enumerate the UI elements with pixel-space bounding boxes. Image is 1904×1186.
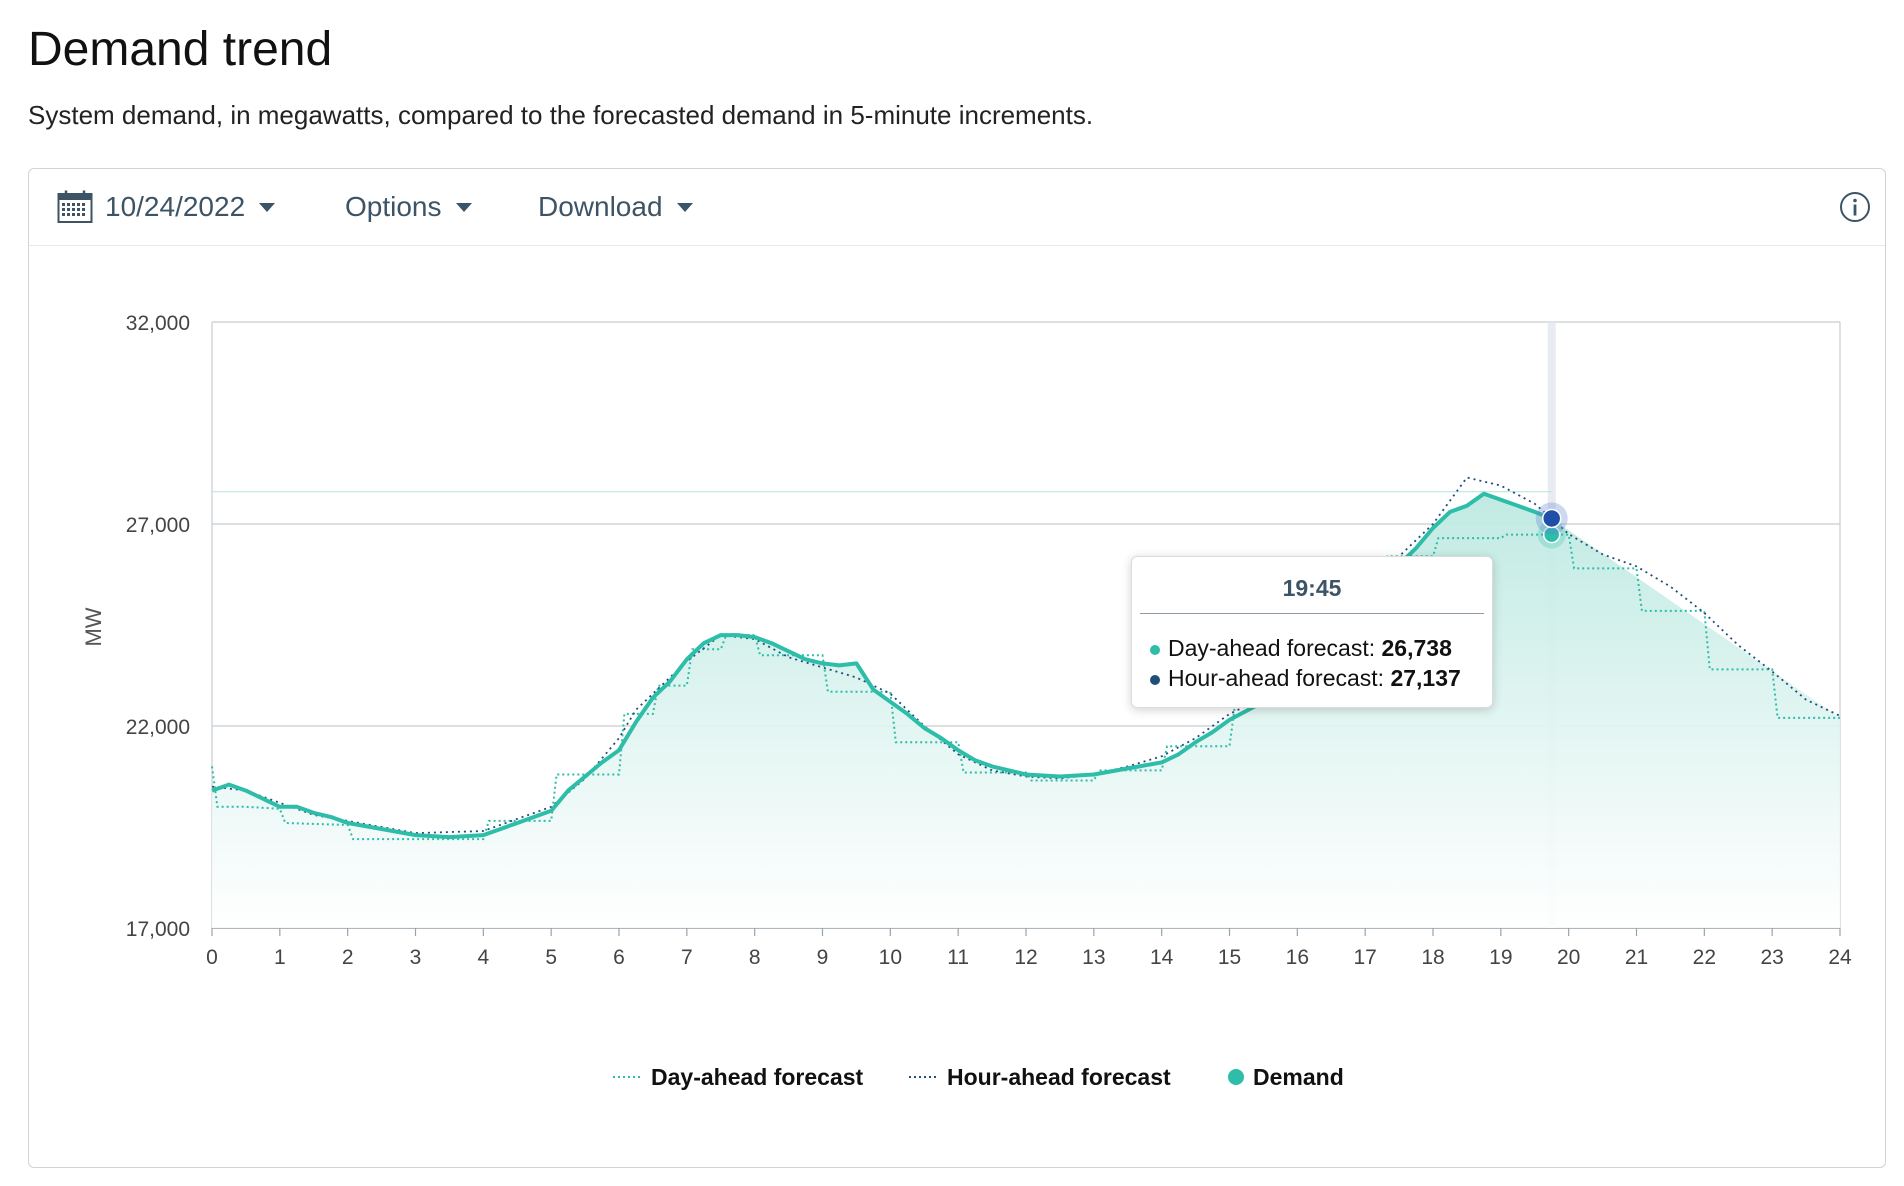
x-tick-label: 13	[1082, 946, 1105, 969]
y-tick-label: 22,000	[126, 716, 190, 739]
tooltip-divider	[1140, 613, 1484, 614]
date-label: 10/24/2022	[105, 191, 246, 222]
tooltip-row-day-ahead: Day-ahead forecast: 26,738	[1150, 635, 1452, 662]
x-tick-label: 17	[1353, 946, 1376, 969]
y-tick-label: 32,000	[126, 312, 190, 335]
x-tick-label: 10	[879, 946, 902, 969]
page-title: Demand trend	[28, 23, 333, 76]
caret-down-icon	[455, 202, 472, 212]
x-tick-label: 7	[681, 946, 693, 969]
x-tick-label: 19	[1489, 946, 1512, 969]
hour-ahead-marker	[1541, 508, 1562, 529]
x-tick-label: 23	[1760, 946, 1783, 969]
day-ahead-dot-icon	[1150, 644, 1160, 655]
x-tick-label: 3	[410, 946, 422, 969]
download-dropdown[interactable]: Download	[538, 187, 693, 227]
page-subtitle: System demand, in megawatts, compared to…	[28, 100, 1094, 130]
x-tick-label: 4	[477, 946, 489, 969]
x-tick-label: 14	[1150, 946, 1174, 969]
x-tick-label: 12	[1014, 946, 1037, 969]
x-tick-label: 9	[817, 946, 829, 969]
x-tick-label: 24	[1828, 946, 1852, 969]
options-dropdown[interactable]: Options	[345, 187, 472, 227]
y-tick-label: 17,000	[126, 918, 190, 941]
x-tick-label: 8	[749, 946, 761, 969]
legend-label-day-ahead: Day-ahead forecast	[651, 1064, 864, 1090]
chart-toolbar: 10/24/2022 Options Download	[29, 169, 1885, 246]
demand-area	[212, 493, 1840, 928]
options-label: Options	[345, 191, 442, 222]
info-icon[interactable]	[1839, 191, 1871, 223]
legend-item-hour-ahead[interactable]: Hour-ahead forecast	[909, 1064, 1171, 1090]
y-tick-label: 27,000	[126, 514, 190, 537]
tooltip-day-ahead-value: 26,738	[1381, 635, 1452, 661]
calendar-icon	[57, 190, 93, 223]
x-tick-label: 18	[1421, 946, 1444, 969]
tooltip-hour-ahead-value: 27,137	[1390, 665, 1461, 691]
x-tick-label: 0	[206, 946, 218, 969]
legend-item-day-ahead[interactable]: Day-ahead forecast	[613, 1064, 864, 1090]
legend-item-demand[interactable]: Demand	[1228, 1064, 1344, 1090]
x-tick-label: 2	[342, 946, 354, 969]
download-label: Download	[538, 191, 663, 222]
x-tick-label: 22	[1693, 946, 1716, 969]
caret-down-icon	[259, 202, 276, 212]
x-tick-label: 5	[545, 946, 557, 969]
tooltip-time: 19:45	[1282, 575, 1342, 601]
x-tick-label: 6	[613, 946, 625, 969]
tooltip-hour-ahead-label: Hour-ahead forecast:	[1168, 665, 1391, 691]
day-ahead-forecast-line	[211, 533, 1840, 841]
x-tick-label: 16	[1286, 946, 1309, 969]
caret-down-icon	[676, 202, 693, 212]
tooltip-day-ahead-label: Day-ahead forecast:	[1168, 635, 1382, 661]
x-tick-label: 15	[1218, 946, 1241, 969]
x-tick-label: 11	[947, 946, 969, 969]
hour-ahead-dot-icon	[1150, 674, 1160, 685]
date-picker-button[interactable]: 10/24/2022	[57, 187, 276, 227]
y-axis-title: MW	[81, 607, 106, 646]
legend-label-hour-ahead: Hour-ahead forecast	[947, 1064, 1171, 1090]
chart-tooltip: 19:45 Day-ahead forecast: 26,738 Hour-ah…	[1131, 556, 1493, 708]
x-tick-label: 1	[274, 946, 286, 969]
tooltip-row-hour-ahead: Hour-ahead forecast: 27,137	[1150, 665, 1461, 692]
x-tick-label: 21	[1625, 946, 1648, 969]
legend-label-demand: Demand	[1253, 1064, 1344, 1090]
x-tick-label: 20	[1557, 946, 1580, 969]
legend: Day-ahead forecast Hour-ahead forecast D…	[613, 1064, 1344, 1090]
